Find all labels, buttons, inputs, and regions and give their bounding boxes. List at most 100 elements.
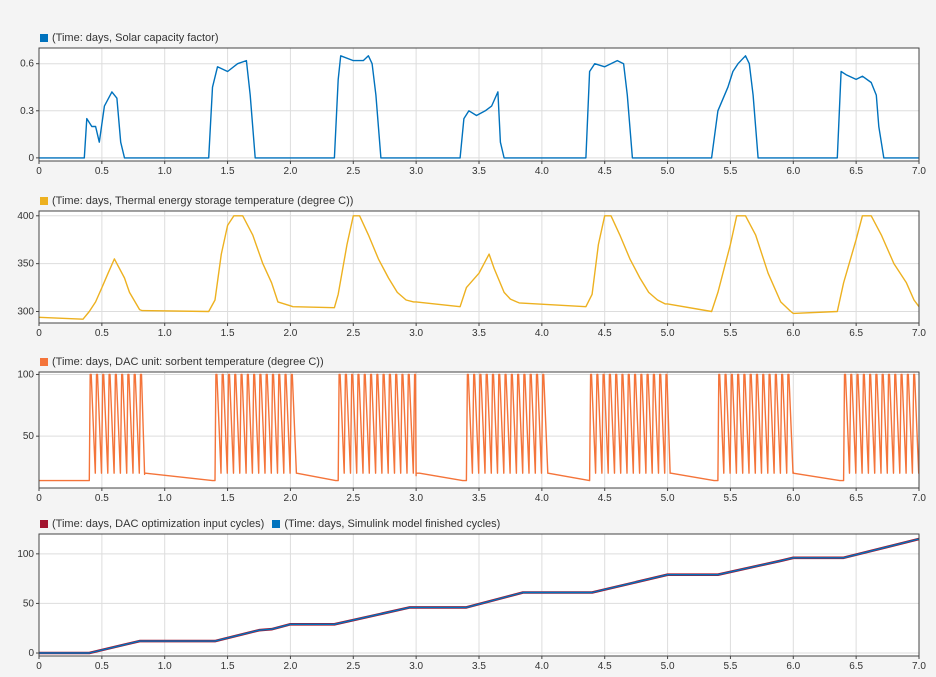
x-tick-label: 2.5 [346, 328, 360, 339]
y-tick-label: 400 [17, 211, 34, 222]
x-tick-label: 6.0 [786, 493, 800, 504]
axes-frame [38, 533, 920, 657]
x-tick-label: 2.0 [283, 166, 297, 177]
x-tick-label: 2.0 [283, 493, 297, 504]
x-tick-label: 1.0 [158, 661, 172, 672]
y-tick-label: 50 [23, 598, 35, 609]
x-tick-label: 1.0 [158, 493, 172, 504]
series-line [39, 538, 920, 654]
x-tick-label: 6.5 [849, 493, 863, 504]
sorbent-temperature-plot: (Time: days, DAC unit: sorbent temperatu… [0, 354, 936, 509]
legend-item[interactable]: (Time: days, Simulink model finished cyc… [272, 518, 500, 530]
x-tick-label: 6.0 [786, 661, 800, 672]
x-tick-label: 3.0 [409, 166, 423, 177]
y-tick-label: 0.6 [20, 59, 34, 70]
x-tick-label: 4.0 [535, 493, 549, 504]
axes-frame [38, 371, 920, 489]
y-tick-label: 0.3 [20, 106, 34, 117]
legend-swatch [272, 520, 281, 528]
x-tick-label: 0 [36, 493, 42, 504]
x-tick-label: 1.5 [221, 328, 235, 339]
x-tick-label: 7.0 [912, 328, 926, 339]
x-tick-label: 0 [36, 328, 42, 339]
x-tick-label: 7.0 [912, 166, 926, 177]
x-tick-label: 3.5 [472, 661, 486, 672]
x-tick-label: 4.0 [535, 166, 549, 177]
axes-frame [38, 210, 920, 324]
x-tick-label: 0.5 [95, 328, 109, 339]
x-tick-label: 5.5 [723, 328, 737, 339]
legend-label: (Time: days, DAC unit: sorbent temperatu… [52, 356, 324, 368]
y-tick-label: 0 [28, 153, 34, 164]
x-tick-label: 5.5 [723, 493, 737, 504]
x-tick-label: 2.5 [346, 661, 360, 672]
x-tick-label: 3.5 [472, 166, 486, 177]
x-tick-label: 3.0 [409, 493, 423, 504]
y-tick-label: 100 [17, 549, 34, 560]
x-tick-label: 3.0 [409, 328, 423, 339]
legend-item[interactable]: (Time: days, DAC unit: sorbent temperatu… [40, 356, 324, 368]
x-tick-label: 1.5 [221, 493, 235, 504]
x-tick-label: 6.5 [849, 166, 863, 177]
legend: (Time: days, DAC optimization input cycl… [40, 516, 508, 532]
x-tick-label: 6.5 [849, 661, 863, 672]
cycles-plot: (Time: days, DAC optimization input cycl… [0, 516, 936, 677]
x-tick-label: 5.0 [661, 166, 675, 177]
x-tick-label: 1.0 [158, 166, 172, 177]
legend-item[interactable]: (Time: days, DAC optimization input cycl… [40, 518, 264, 530]
x-tick-label: 3.5 [472, 328, 486, 339]
x-tick-label: 1.5 [221, 661, 235, 672]
x-tick-label: 7.0 [912, 493, 926, 504]
series-line [39, 373, 920, 482]
legend-item[interactable]: (Time: days, Thermal energy storage temp… [40, 195, 353, 207]
sorbent-temperature-chart[interactable]: 0 0.5 1.0 1.5 2.0 2.5 3.0 3.5 4.0 4.5 5.0 5.5 6.0 6.5… [0, 354, 936, 509]
x-tick-label: 4.5 [598, 328, 612, 339]
x-tick-label: 0 [36, 661, 42, 672]
x-tick-label: 2.5 [346, 493, 360, 504]
x-tick-label: 2.0 [283, 661, 297, 672]
x-tick-label: 0 [36, 166, 42, 177]
x-tick-label: 4.5 [598, 661, 612, 672]
legend: (Time: days, Thermal energy storage temp… [40, 193, 361, 209]
x-tick-label: 4.0 [535, 328, 549, 339]
thermal-storage-chart[interactable]: 0 0.5 1.0 1.5 2.0 2.5 3.0 3.5 4.0 4.5 5.0 5.5 6.0 6.5… [0, 193, 936, 343]
axes-frame [38, 47, 920, 162]
legend: (Time: days, Solar capacity factor) [40, 30, 226, 46]
y-tick-label: 100 [17, 369, 34, 380]
legend-swatch [40, 520, 48, 528]
x-tick-label: 3.0 [409, 661, 423, 672]
x-tick-label: 5.0 [661, 328, 675, 339]
x-tick-label: 2.5 [346, 166, 360, 177]
y-tick-label: 0 [28, 648, 34, 659]
legend: (Time: days, DAC unit: sorbent temperatu… [40, 354, 332, 370]
x-tick-label: 4.5 [598, 166, 612, 177]
legend-label: (Time: days, Thermal energy storage temp… [52, 195, 354, 207]
legend-item[interactable]: (Time: days, Solar capacity factor) [40, 32, 218, 44]
x-tick-label: 5.5 [723, 166, 737, 177]
x-tick-label: 3.5 [472, 493, 486, 504]
x-tick-label: 1.0 [158, 328, 172, 339]
series-line [39, 55, 919, 159]
x-tick-label: 1.5 [221, 166, 235, 177]
x-tick-label: 0.5 [95, 166, 109, 177]
x-tick-label: 6.0 [786, 328, 800, 339]
x-tick-label: 7.0 [912, 661, 926, 672]
solar-capacity-chart[interactable]: 0 0.5 1.0 1.5 2.0 2.5 3.0 3.5 4.0 4.5 5.0 5.5 6.0 6.5… [0, 30, 936, 180]
legend-label: (Time: days, DAC optimization input cycl… [52, 518, 265, 530]
y-tick-label: 350 [17, 259, 34, 270]
legend-swatch [40, 34, 48, 42]
x-tick-label: 6.0 [786, 166, 800, 177]
series-line [38, 215, 920, 320]
x-tick-label: 0.5 [95, 661, 109, 672]
x-tick-label: 5.5 [723, 661, 737, 672]
y-tick-label: 50 [23, 431, 35, 442]
x-tick-label: 5.0 [661, 661, 675, 672]
y-tick-label: 300 [17, 307, 34, 318]
x-tick-label: 6.5 [849, 328, 863, 339]
x-tick-label: 0.5 [95, 493, 109, 504]
x-tick-label: 4.0 [535, 661, 549, 672]
x-tick-label: 2.0 [283, 328, 297, 339]
cycles-chart[interactable]: 0 0.5 1.0 1.5 2.0 2.5 3.0 3.5 4.0 4.5 5.0 5.5 6.0 6.5… [0, 516, 936, 677]
legend-label: (Time: days, Solar capacity factor) [52, 32, 219, 44]
solar-capacity-plot: (Time: days, Solar capacity factor) 0 0.5… [0, 30, 936, 180]
